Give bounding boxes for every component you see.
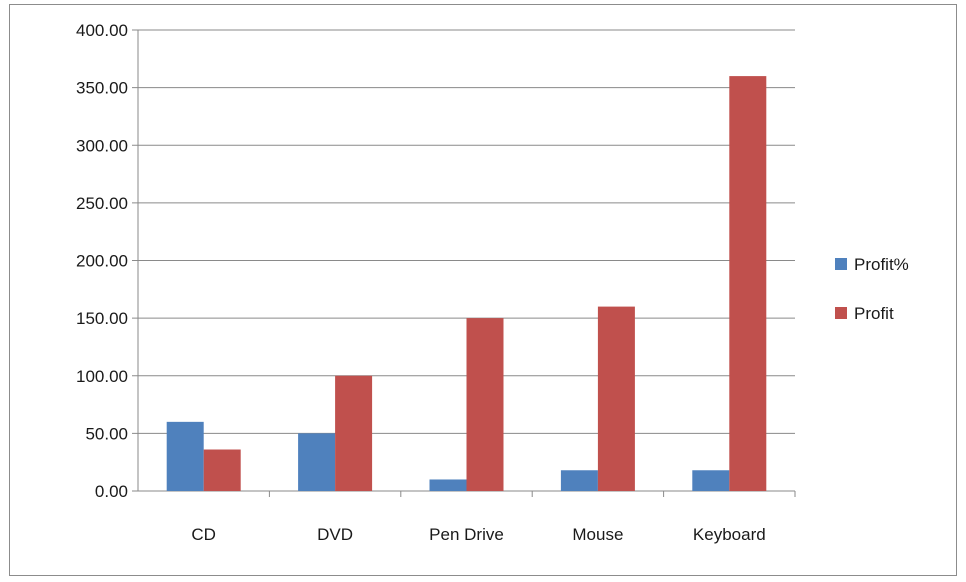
- legend-label: Profit%: [854, 255, 909, 274]
- legend: Profit% Profit: [835, 255, 909, 323]
- bar-profit-dvd: [335, 375, 373, 491]
- y-tick-label: 350.00: [76, 79, 128, 98]
- bar-profit--pen-drive: [429, 479, 467, 491]
- y-tick-label: 0.00: [95, 482, 128, 501]
- axes: [132, 29, 796, 497]
- bar-profit-mouse: [597, 306, 635, 491]
- x-category-label: Mouse: [572, 525, 623, 544]
- legend-swatch: [835, 307, 847, 319]
- labels: 0.00 50.00 100.00 150.00 200.00 250.00 300.00 3…: [76, 21, 766, 544]
- y-tick-label: 100.00: [76, 367, 128, 386]
- bar-profit-cd: [203, 449, 241, 491]
- x-category-label: CD: [191, 525, 216, 544]
- bar-profit--keyboard: [692, 470, 730, 491]
- y-tick-label: 200.00: [76, 252, 128, 271]
- gridlines: [138, 29, 795, 434]
- legend-label: Profit: [854, 304, 894, 323]
- bar-profit--dvd: [298, 433, 336, 491]
- y-tick-label: 250.00: [76, 194, 128, 213]
- y-tick-label: 300.00: [76, 136, 128, 155]
- bars: [166, 76, 767, 491]
- bar-profit-keyboard: [729, 76, 767, 491]
- y-tick-label: 400.00: [76, 21, 128, 40]
- y-tick-label: 150.00: [76, 309, 128, 328]
- x-category-label: DVD: [317, 525, 353, 544]
- bar-profit--mouse: [560, 470, 598, 491]
- x-category-label: Keyboard: [693, 525, 766, 544]
- legend-swatch: [835, 258, 847, 270]
- bar-profit-pen-drive: [466, 318, 504, 491]
- x-category-label: Pen Drive: [429, 525, 504, 544]
- y-tick-label: 50.00: [85, 424, 128, 443]
- bar-profit--cd: [166, 421, 204, 491]
